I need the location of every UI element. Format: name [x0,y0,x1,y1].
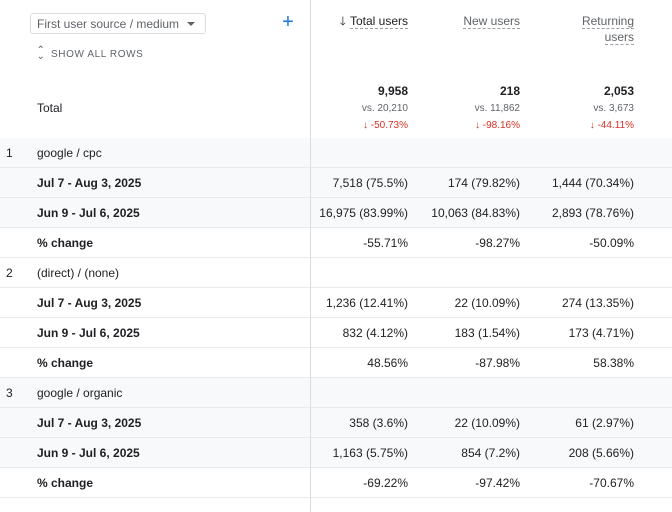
row-dimension-value: google / cpc [37,146,102,160]
table-row: Jul 7 - Aug 3, 2025 358 (3.6%) 22 (10.09… [0,408,672,438]
cell-total-users: 358 (3.6%) [349,416,408,430]
column-header-new-users[interactable]: New users [463,13,520,29]
cell-total-users: 1,236 (12.41%) [326,296,408,310]
cell-returning-users: -70.67% [589,476,634,490]
row-dimension-value: google / organic [37,386,122,400]
cell-returning-users: -50.09% [589,236,634,250]
cell-new-users: -98.27% [475,236,520,250]
table-row-group[interactable]: 3 google / organic [0,378,672,408]
cell-total-users: -69.22% [363,476,408,490]
table-row: % change -69.22% -97.42% -70.67% [0,468,672,498]
table-row-group[interactable]: 1 google / cpc [0,138,672,168]
column-header-total-users[interactable]: 🡓 Total users [340,13,408,29]
total-comparison: vs. 3,673 [590,101,634,117]
total-comparison: vs. 11,862 [475,101,520,117]
cell-total-users: 832 (4.12%) [343,326,408,340]
cell-returning-users: 61 (2.97%) [575,416,634,430]
cell-returning-users: 58.38% [593,356,634,370]
show-all-rows-label: SHOW ALL ROWS [51,49,143,60]
column-header-label: New users [463,14,520,29]
dimension-select[interactable]: First user source / medium [30,13,206,34]
row-dimension-value: (direct) / (none) [37,266,119,280]
row-index: 1 [6,146,13,160]
total-change: ↓ -44.11% [590,119,634,133]
cell-returning-users: 274 (13.35%) [562,296,634,310]
column-header-returning-users[interactable]: Returning users [582,13,634,45]
table-row: Jun 9 - Jul 6, 2025 832 (4.12%) 183 (1.5… [0,318,672,348]
total-value: 2,053 [590,84,634,98]
column-header-label: Returning [582,14,634,29]
table-row: Jul 7 - Aug 3, 2025 1,236 (12.41%) 22 (1… [0,288,672,318]
cell-new-users: 22 (10.09%) [455,416,520,430]
cell-new-users: 854 (7.2%) [461,446,520,460]
row-date-range: Jul 7 - Aug 3, 2025 [37,176,141,190]
cell-new-users: -97.42% [475,476,520,490]
total-label: Total [37,101,62,115]
total-value: 9,958 [362,84,408,98]
column-header-label: Total users [350,14,408,29]
table-row: Jul 7 - Aug 3, 2025 7,518 (75.5%) 174 (7… [0,168,672,198]
cell-total-users: 48.56% [367,356,408,370]
row-change-label: % change [37,476,93,490]
table-header: First user source / medium + ⌃ ⌄ SHOW ALL… [0,0,672,139]
row-date-range: Jul 7 - Aug 3, 2025 [37,416,141,430]
returning-users-summary: 2,053 vs. 3,673 ↓ -44.11% [590,84,634,133]
table-row: % change 48.56% -87.98% 58.38% [0,348,672,378]
table-row-group[interactable]: 2 (direct) / (none) [0,258,672,288]
cell-new-users: 183 (1.54%) [455,326,520,340]
cell-total-users: -55.71% [363,236,408,250]
column-header-label-line2: users [605,30,634,45]
cell-new-users: 174 (79.82%) [448,176,520,190]
cell-total-users: 7,518 (75.5%) [333,176,408,190]
row-date-range: Jul 7 - Aug 3, 2025 [37,296,141,310]
row-index: 3 [6,386,13,400]
row-date-range: Jun 9 - Jul 6, 2025 [37,326,140,340]
cell-new-users: -87.98% [475,356,520,370]
table-row: Jun 9 - Jul 6, 2025 16,975 (83.99%) 10,0… [0,198,672,228]
cell-returning-users: 1,444 (70.34%) [552,176,634,190]
total-comparison: vs. 20,210 [362,101,408,117]
total-change: ↓ -98.16% [475,119,520,133]
row-change-label: % change [37,356,93,370]
row-date-range: Jun 9 - Jul 6, 2025 [37,206,140,220]
plus-icon: + [282,11,294,33]
total-value: 218 [475,84,520,98]
cell-returning-users: 2,893 (78.76%) [552,206,634,220]
table-row: Jun 9 - Jul 6, 2025 1,163 (5.75%) 854 (7… [0,438,672,468]
show-all-rows-button[interactable]: ⌃ ⌄ SHOW ALL ROWS [36,48,143,60]
cell-returning-users: 173 (4.71%) [569,326,634,340]
new-users-summary: 218 vs. 11,862 ↓ -98.16% [475,84,520,133]
cell-new-users: 22 (10.09%) [455,296,520,310]
column-divider [310,0,311,512]
unfold-icon: ⌃ ⌄ [36,48,46,60]
total-change: ↓ -50.73% [362,119,408,133]
row-change-label: % change [37,236,93,250]
cell-returning-users: 208 (5.66%) [569,446,634,460]
add-dimension-button[interactable]: + [280,12,296,32]
cell-total-users: 1,163 (5.75%) [333,446,408,460]
dimension-select-label: First user source / medium [37,17,179,31]
sort-desc-icon: 🡓 [340,13,346,29]
caret-down-icon [187,22,195,26]
table-row: % change -55.71% -98.27% -50.09% [0,228,672,258]
row-date-range: Jun 9 - Jul 6, 2025 [37,446,140,460]
total-users-summary: 9,958 vs. 20,210 ↓ -50.73% [362,84,408,133]
cell-new-users: 10,063 (84.83%) [431,206,520,220]
row-index: 2 [6,266,13,280]
cell-total-users: 16,975 (83.99%) [319,206,408,220]
